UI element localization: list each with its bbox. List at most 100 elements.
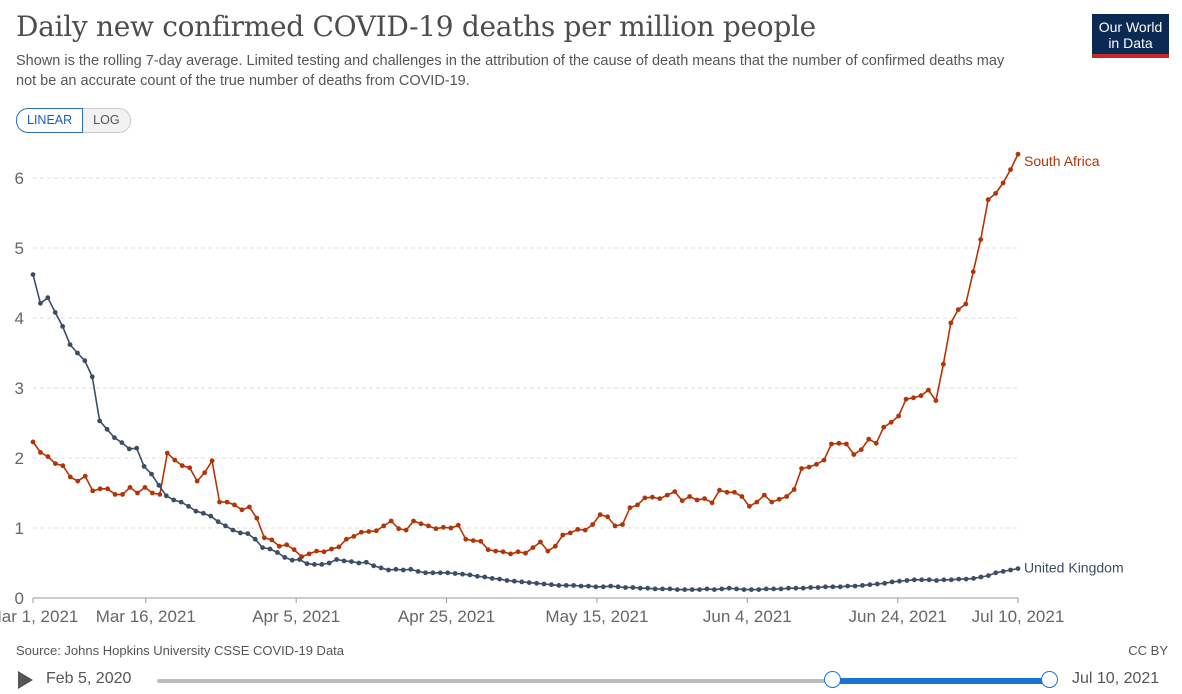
data-point [194, 478, 200, 484]
data-point [500, 549, 506, 555]
data-point [127, 485, 133, 490]
data-point [530, 545, 536, 550]
data-point [926, 577, 932, 583]
timeline-selection [831, 678, 1050, 684]
data-point [38, 450, 43, 455]
data-point [60, 463, 66, 469]
data-point [882, 580, 888, 586]
data-point [149, 490, 155, 496]
data-point [993, 191, 999, 196]
data-point [578, 583, 584, 589]
data-point [276, 543, 282, 549]
data-point [978, 574, 984, 580]
data-point [941, 577, 947, 583]
x-tick-label: Apr 5, 2021 [252, 607, 340, 626]
data-point [208, 513, 214, 519]
data-point [837, 584, 843, 590]
data-point [615, 584, 621, 590]
linear-scale-button[interactable]: LINEAR [16, 108, 84, 133]
data-point [985, 197, 991, 203]
data-point [239, 507, 245, 513]
data-point [674, 587, 680, 592]
data-point [888, 419, 894, 425]
data-point [433, 526, 439, 532]
data-point [1000, 180, 1006, 186]
data-point [400, 567, 406, 573]
source-note[interactable]: Source: Johns Hopkins University CSSE CO… [16, 643, 345, 658]
data-point [903, 396, 909, 402]
data-point [800, 585, 806, 591]
data-point [230, 527, 236, 533]
data-point [620, 522, 625, 527]
data-point [105, 486, 111, 492]
data-point [378, 565, 384, 571]
log-scale-button[interactable]: LOG [83, 108, 131, 133]
data-point [873, 440, 879, 446]
data-point [455, 522, 461, 528]
data-point [341, 558, 347, 564]
data-point [344, 536, 349, 542]
data-point [694, 497, 700, 503]
data-point [933, 398, 939, 403]
data-point [911, 395, 916, 401]
data-point [97, 486, 103, 492]
data-point [179, 463, 185, 469]
x-tick-label: Mar 1, 2021 [0, 607, 78, 626]
data-point [556, 583, 562, 588]
data-point [541, 581, 547, 587]
data-point [452, 571, 458, 576]
data-point [448, 525, 454, 531]
data-point [120, 492, 125, 497]
owid-logo[interactable]: Our World in Data [1092, 14, 1169, 58]
data-point [193, 508, 199, 514]
x-tick-label: May 15, 2021 [545, 607, 648, 626]
data-point [845, 583, 851, 589]
data-point [866, 436, 872, 442]
data-point [52, 461, 58, 466]
data-point [291, 547, 297, 553]
x-tick-label: Jun 4, 2021 [703, 607, 792, 626]
series-label: South Africa [1024, 153, 1100, 169]
data-point [97, 418, 103, 424]
data-point [552, 543, 558, 549]
data-point [371, 563, 377, 569]
data-point [926, 387, 931, 393]
data-point [326, 560, 332, 566]
data-point [717, 487, 722, 493]
x-axis-ticks: Mar 1, 2021 Mar 16, 2021 Apr 5, 2021 Apr 25… [0, 598, 1064, 626]
data-point [254, 515, 260, 521]
data-point [724, 489, 730, 495]
timeline-start-label: Feb 5, 2020 [46, 670, 132, 687]
data-point [874, 581, 880, 587]
data-point [940, 361, 946, 367]
timeline-track[interactable] [157, 679, 1052, 683]
data-point [630, 585, 636, 590]
data-point [649, 494, 655, 500]
data-point [682, 587, 688, 592]
data-point [304, 561, 310, 567]
data-point [635, 502, 640, 508]
data-point [652, 586, 658, 592]
data-point [851, 452, 857, 457]
data-point [860, 583, 865, 588]
data-point [30, 272, 36, 277]
data-point [719, 586, 725, 592]
data-point [756, 587, 762, 592]
series-line [32, 153, 1019, 558]
data-point [586, 583, 591, 589]
data-point [223, 523, 228, 529]
data-point [460, 571, 465, 577]
data-point [963, 301, 969, 307]
x-tick-label: Mar 16, 2021 [96, 607, 196, 626]
timeline-end-handle[interactable] [1041, 671, 1058, 688]
series-label: United Kingdom [1024, 560, 1124, 576]
license-label[interactable]: CC BY [1128, 643, 1168, 658]
data-point [275, 550, 280, 555]
play-icon[interactable] [18, 671, 33, 689]
data-point [112, 435, 117, 441]
data-point [605, 514, 610, 520]
data-point [608, 583, 614, 589]
timeline-start-handle[interactable] [823, 671, 841, 688]
data-point [489, 576, 495, 581]
data-point [815, 585, 821, 590]
